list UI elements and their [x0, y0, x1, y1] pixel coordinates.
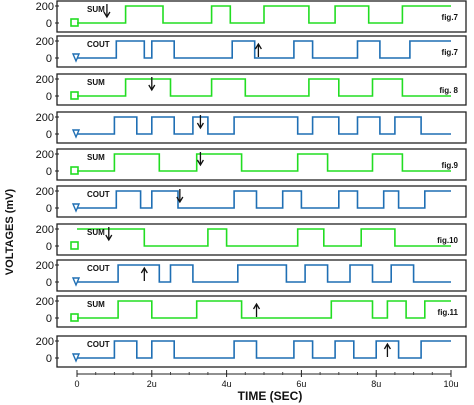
panel-frame	[56, 35, 467, 68]
arrow-head	[254, 42, 262, 50]
y-tick-label: 200	[36, 74, 54, 86]
trace-label: SUM	[87, 5, 105, 14]
trace-marker	[70, 313, 79, 322]
figure-label: fig.9	[442, 161, 459, 170]
y-tick-label: 0	[46, 91, 52, 103]
y-tick-label: 200	[36, 260, 54, 272]
series-line-cout	[77, 340, 451, 359]
y-tick-label: 200	[36, 296, 54, 308]
arrow-head	[140, 266, 148, 274]
trace-marker	[70, 18, 79, 27]
trace-marker	[71, 277, 81, 287]
series-line-cout	[77, 264, 451, 283]
y-tick-label: 200	[36, 186, 54, 198]
panel-8: 200 0 COUT	[36, 259, 467, 292]
y-tick-label: 200	[36, 224, 54, 236]
series-line-cout	[77, 190, 451, 209]
figure-label: fig.7	[442, 13, 459, 22]
y-tick-label: 0	[46, 166, 52, 178]
y-tick-label: 0	[46, 313, 52, 325]
trace-marker	[70, 241, 79, 250]
panel-9: 200 0 SUM fig.11	[36, 295, 467, 328]
figure-label: fig. 8	[439, 86, 458, 95]
y-axis-label: VOLTAGES (mV)	[4, 188, 16, 275]
trace-label: COUT	[87, 190, 110, 199]
x-axis-label: TIME (SEC)	[238, 389, 303, 403]
arrow-head	[196, 122, 204, 130]
y-tick-label: 200	[36, 1, 54, 13]
trace-marker	[70, 91, 79, 100]
arrow-head	[252, 302, 261, 310]
arrow-head	[176, 196, 184, 204]
arrow-head	[148, 84, 156, 92]
x-tick-label: 0	[74, 379, 79, 389]
y-tick-label: 0	[46, 241, 52, 253]
arrow-head	[105, 234, 113, 242]
arrow-head	[383, 342, 391, 350]
x-axis: 0 2u 4u 6u 8u 10u	[74, 370, 459, 389]
series-line-sum	[77, 78, 451, 97]
panel-3: 200 0 SUM fig. 8	[36, 73, 467, 106]
series-line-sum	[77, 300, 451, 319]
panel-7: 200 0 SUM fig.10	[36, 223, 467, 256]
panel-2: 200 0 COUT fig.7	[36, 35, 467, 68]
series-line-cout	[77, 116, 451, 135]
trace-marker	[70, 166, 79, 175]
panel-6: 200 0 COUT	[36, 185, 467, 218]
trace-label: SUM	[87, 300, 105, 309]
trace-label: COUT	[87, 264, 110, 273]
y-tick-label: 0	[46, 277, 52, 289]
panel-5: 200 0 SUM fig.9	[36, 148, 467, 181]
figure-label: fig.10	[437, 236, 458, 245]
trace-marker	[71, 353, 81, 363]
x-tick-label: 4u	[222, 379, 232, 389]
trace-label: COUT	[87, 340, 110, 349]
panel-1: 200 0 SUM fig.7	[36, 0, 467, 33]
figure-label: fig.11	[438, 308, 459, 317]
panel-10: 200 0 COUT	[36, 335, 467, 368]
trace-marker	[71, 129, 81, 139]
y-tick-label: 0	[46, 53, 52, 65]
y-tick-label: 200	[36, 149, 54, 161]
arrow-head	[196, 159, 204, 167]
trace-marker	[71, 203, 81, 213]
series-line-sum	[77, 153, 451, 172]
trace-label: SUM	[87, 78, 105, 87]
trace-marker	[71, 53, 81, 63]
trace-label: COUT	[87, 40, 110, 49]
y-tick-label: 0	[46, 203, 52, 215]
x-tick-label: 10u	[443, 379, 458, 389]
trace-label: SUM	[87, 228, 105, 237]
panel-frame	[56, 73, 467, 106]
y-tick-label: 200	[36, 112, 54, 124]
arrow-head	[103, 11, 111, 19]
y-tick-label: 0	[46, 129, 52, 141]
y-tick-label: 0	[46, 353, 52, 365]
figure-label: fig.7	[442, 48, 459, 57]
trace-label: SUM	[87, 153, 105, 162]
y-tick-label: 0	[46, 18, 52, 30]
x-tick-label: 8u	[371, 379, 381, 389]
x-tick-label: 6u	[296, 379, 306, 389]
x-tick-label: 2u	[147, 379, 157, 389]
y-tick-label: 200	[36, 336, 54, 348]
series-line-sum	[77, 228, 451, 247]
series-line-sum	[77, 5, 451, 24]
series-line-cout	[77, 40, 451, 59]
y-tick-label: 200	[36, 36, 54, 48]
